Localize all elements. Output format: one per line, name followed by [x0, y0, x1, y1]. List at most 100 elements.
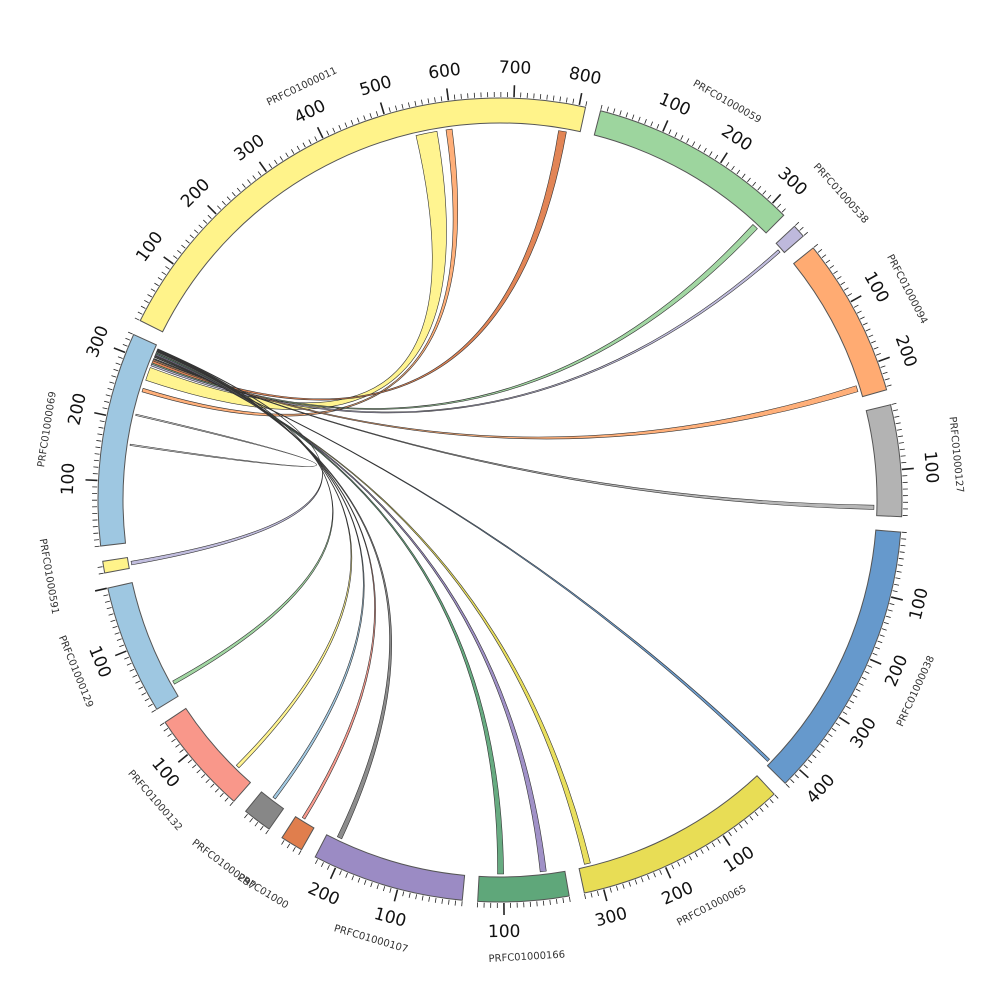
minor-tick — [427, 98, 430, 104]
minor-tick — [185, 239, 190, 244]
minor-tick — [137, 311, 143, 315]
link-ribbon — [150, 249, 781, 414]
minor-tick — [434, 97, 436, 103]
minor-tick — [562, 897, 565, 904]
minor-tick — [892, 590, 898, 593]
tick-label: 100 — [372, 904, 408, 932]
minor-tick — [370, 882, 373, 888]
minor-tick — [187, 759, 193, 764]
minor-tick — [619, 110, 622, 116]
minor-tick — [877, 640, 883, 644]
minor-tick — [650, 121, 654, 127]
major-tick — [602, 889, 608, 902]
minor-tick — [286, 843, 291, 849]
minor-tick — [198, 224, 203, 229]
minor-tick — [402, 891, 405, 897]
minor-tick — [894, 583, 900, 586]
minor-tick — [104, 400, 110, 403]
segment-s069 — [97, 333, 158, 547]
minor-tick — [326, 864, 330, 870]
minor-tick — [555, 898, 558, 905]
minor-tick — [129, 668, 135, 672]
minor-tick — [785, 783, 790, 788]
minor-tick — [880, 365, 886, 368]
minor-tick — [167, 733, 172, 737]
minor-tick — [812, 754, 817, 759]
minor-tick — [628, 881, 631, 887]
minor-tick — [428, 896, 430, 902]
ticks-s107 — [315, 859, 463, 907]
minor-tick — [868, 334, 874, 338]
ticks-s094 — [813, 243, 892, 387]
minor-tick — [179, 749, 184, 753]
segment-s094 — [792, 247, 888, 398]
tick-label: 800 — [567, 63, 603, 89]
minor-tick — [631, 114, 635, 120]
minor-tick — [98, 572, 104, 575]
major-tick — [113, 347, 126, 354]
link-ribbon — [154, 353, 547, 873]
minor-tick — [861, 676, 867, 680]
minor-tick — [616, 885, 619, 891]
link-ribbon — [152, 359, 859, 440]
ticks-s297 — [244, 813, 269, 835]
minor-tick — [363, 115, 366, 121]
minor-tick — [897, 435, 904, 438]
minor-tick — [884, 378, 890, 381]
tick-label: 200 — [717, 121, 755, 156]
minor-tick — [764, 803, 769, 808]
minor-tick — [668, 129, 672, 135]
minor-tick — [774, 794, 779, 799]
minor-tick — [539, 94, 542, 100]
minor-tick — [706, 845, 710, 851]
segment-s591 — [102, 556, 130, 574]
minor-tick — [189, 234, 194, 239]
minor-tick — [291, 149, 295, 154]
minor-tick — [824, 738, 829, 743]
minor-tick — [221, 200, 226, 206]
minor-tick — [356, 117, 360, 123]
link-ribbon — [151, 224, 758, 410]
tick-label: 300 — [83, 323, 113, 361]
minor-tick — [846, 705, 851, 710]
minor-tick — [97, 566, 103, 568]
minor-tick — [214, 788, 220, 793]
major-tick — [85, 479, 98, 482]
minor-tick — [817, 249, 823, 253]
minor-tick — [350, 119, 354, 125]
minor-tick — [154, 282, 159, 287]
minor-tick — [835, 722, 841, 727]
tick-label: 100 — [147, 754, 183, 792]
minor-tick — [200, 774, 206, 779]
minor-tick — [703, 147, 707, 153]
ticks-s127 — [891, 402, 914, 517]
minor-tick — [897, 564, 903, 567]
minor-tick — [840, 281, 846, 286]
minor-tick — [141, 692, 147, 696]
ticks-s069 — [85, 331, 133, 548]
minor-tick — [568, 896, 571, 902]
segment-label-s069: PRFC01000069 — [36, 391, 59, 468]
minor-tick — [257, 171, 262, 176]
minor-tick — [565, 97, 568, 103]
minor-tick — [244, 813, 248, 819]
minor-tick — [134, 317, 140, 321]
minor-tick — [122, 343, 128, 347]
minor-tick — [344, 122, 348, 128]
minor-tick — [609, 887, 612, 893]
minor-tick — [124, 656, 130, 660]
minor-tick — [314, 136, 318, 142]
minor-tick — [813, 243, 819, 248]
tick-label: 200 — [881, 652, 912, 690]
minor-tick — [274, 159, 278, 165]
segment-s127 — [865, 404, 903, 518]
minor-tick — [781, 208, 786, 213]
minor-tick — [147, 294, 153, 298]
major-tick — [163, 256, 174, 265]
minor-tick — [656, 124, 660, 129]
tick-label: 100 — [720, 842, 758, 877]
minor-tick — [421, 99, 423, 105]
segment-label-s591: PRFC01000591 — [37, 538, 61, 615]
minor-tick — [883, 621, 889, 625]
minor-tick — [889, 603, 895, 606]
